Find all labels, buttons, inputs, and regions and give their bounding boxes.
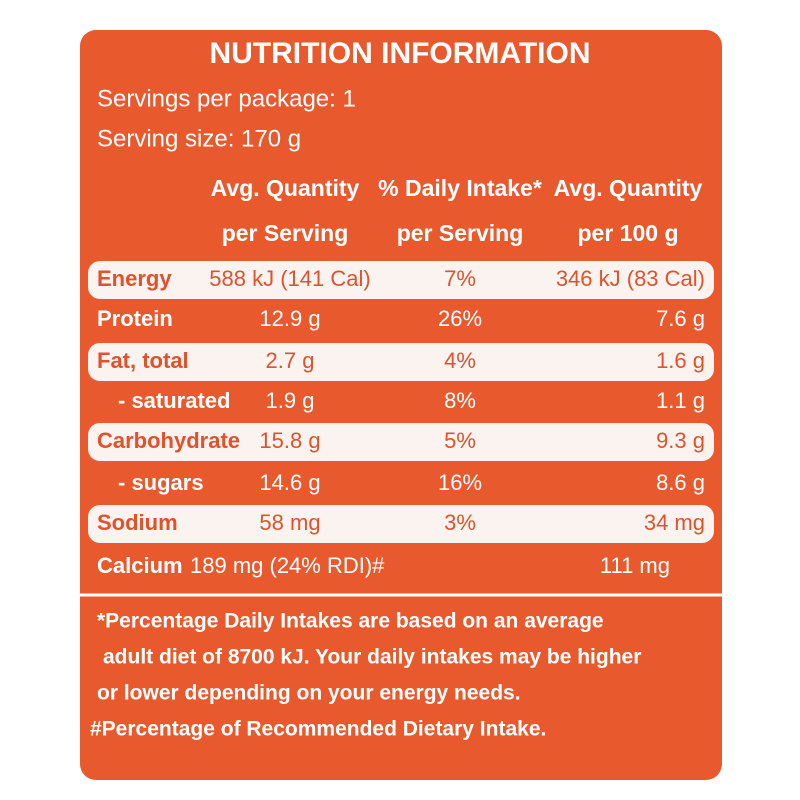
row-band bbox=[88, 343, 714, 381]
daily-intake: 5% bbox=[444, 428, 476, 453]
per-serving: 2.7 g bbox=[266, 348, 315, 373]
nutrient-name: Energy bbox=[97, 266, 172, 291]
serving-size: Serving size: 170 g bbox=[97, 125, 301, 152]
per-100g: 1.1 g bbox=[656, 388, 705, 413]
per-100g: 111 mg bbox=[600, 553, 670, 578]
per-serving: 12.9 g bbox=[259, 306, 320, 331]
nutrient-name: Fat, total bbox=[97, 348, 189, 373]
nutrient-name: - saturated bbox=[118, 388, 230, 413]
per-serving: 1.9 g bbox=[266, 388, 315, 413]
column-header: per Serving bbox=[397, 220, 524, 246]
per-100g: 7.6 g bbox=[656, 306, 705, 331]
footnote: *Percentage Daily Intakes are based on a… bbox=[97, 610, 604, 633]
row-band bbox=[88, 261, 714, 299]
row-band bbox=[88, 423, 714, 461]
daily-intake: 8% bbox=[444, 388, 476, 413]
column-header: Avg. Quantity bbox=[211, 175, 360, 201]
nutrient-name: - sugars bbox=[118, 470, 204, 495]
daily-intake: 26% bbox=[438, 306, 482, 331]
row-band bbox=[88, 505, 714, 543]
column-header: Avg. Quantity bbox=[554, 175, 703, 201]
daily-intake: 3% bbox=[444, 510, 476, 535]
per-100g: 1.6 g bbox=[656, 348, 705, 373]
nutrient-name: Sodium bbox=[97, 510, 178, 535]
per-100g: 9.3 g bbox=[656, 428, 705, 453]
per-100g: 34 mg bbox=[644, 510, 705, 535]
footnote: adult diet of 8700 kJ. Your daily intake… bbox=[103, 646, 641, 669]
per-serving: 588 kJ (141 Cal) bbox=[209, 266, 370, 291]
footnote: #Percentage of Recommended Dietary Intak… bbox=[90, 718, 546, 741]
daily-intake: 7% bbox=[444, 266, 476, 291]
servings: Servings per package: 1 bbox=[97, 85, 356, 112]
daily-intake: 16% bbox=[438, 470, 482, 495]
nutrient-name: Carbohydrate bbox=[97, 428, 240, 453]
per-100g: 8.6 g bbox=[656, 470, 705, 495]
nutrient-name: Protein bbox=[97, 306, 173, 331]
column-header: per 100 g bbox=[578, 220, 679, 246]
footnote: or lower depending on your energy needs. bbox=[97, 682, 521, 705]
per-serving: 189 mg (24% RDI)# bbox=[190, 553, 385, 578]
per-serving: 14.6 g bbox=[259, 470, 320, 495]
daily-intake: 4% bbox=[444, 348, 476, 373]
per-100g: 346 kJ (83 Cal) bbox=[556, 266, 705, 291]
column-header: per Serving bbox=[222, 220, 349, 246]
column-header: % Daily Intake* bbox=[378, 175, 542, 201]
panel bbox=[80, 30, 722, 780]
per-serving: 15.8 g bbox=[259, 428, 320, 453]
title: NUTRITION INFORMATION bbox=[209, 37, 590, 70]
nutrient-name: Calcium bbox=[97, 553, 183, 578]
per-serving: 58 mg bbox=[259, 510, 320, 535]
